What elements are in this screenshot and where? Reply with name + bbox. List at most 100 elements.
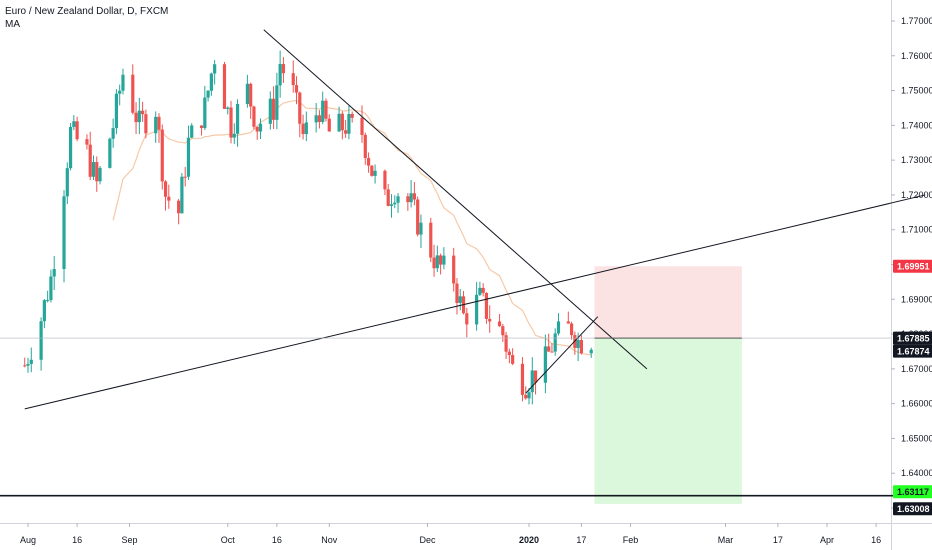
x-tick-label: 16 <box>72 535 82 545</box>
candle-down <box>524 394 528 399</box>
price-badge-label: 1.63008 <box>897 504 930 514</box>
candle-up <box>111 128 115 139</box>
price-badges: 1.69951 1.67885 1.67874 1.63117 1.63008 <box>893 259 932 516</box>
candle-up <box>235 103 240 134</box>
candle-down <box>383 170 387 190</box>
candle-down <box>301 123 305 135</box>
candle-down <box>363 134 367 159</box>
candle-down <box>317 115 322 122</box>
candle-up <box>275 85 279 120</box>
candle-up <box>475 294 479 325</box>
candle-up <box>389 204 394 206</box>
candle-down <box>412 193 417 200</box>
candle-down <box>157 116 161 130</box>
candle-down <box>455 283 459 303</box>
price-badge-price <box>893 502 932 516</box>
candle-down <box>95 162 99 182</box>
candle-up <box>396 196 400 203</box>
candle-up <box>576 340 580 348</box>
candle-up <box>206 90 210 98</box>
candle-up <box>49 276 53 301</box>
candle-down <box>406 196 410 203</box>
candle-up <box>180 176 184 214</box>
candle-up <box>203 97 207 129</box>
y-tick-label: 1.71000 <box>901 225 932 235</box>
candle-up <box>137 110 141 123</box>
price-badge-price <box>893 344 932 358</box>
x-tick-label: 17 <box>576 535 586 545</box>
candle-down <box>281 64 286 74</box>
candle-down <box>294 85 299 93</box>
candle-down <box>566 321 570 324</box>
price-badge-price <box>893 331 932 345</box>
price-badge-stop <box>893 259 932 273</box>
candle-down <box>504 335 508 352</box>
candle-up <box>543 346 547 383</box>
position-zones <box>594 266 742 504</box>
y-tick-label: 1.77000 <box>901 16 932 26</box>
candle-up <box>62 196 66 270</box>
candle-down <box>249 83 253 107</box>
trendlines[interactable] <box>24 29 926 410</box>
candle-down <box>416 199 420 235</box>
trendline[interactable] <box>263 29 648 370</box>
candle-down <box>465 313 469 325</box>
candle-down <box>199 125 204 129</box>
candle-down <box>177 200 181 214</box>
y-tick-label: 1.72000 <box>901 190 932 200</box>
candle-down <box>569 323 574 336</box>
candle-up <box>154 116 158 134</box>
chart-legend: Euro / New Zealand Dollar, D, FXCM MA <box>5 5 168 31</box>
candle-up <box>553 333 557 352</box>
candle-up <box>114 93 119 129</box>
candle-up <box>530 370 534 393</box>
time-axis[interactable]: Aug 16 Sep Oct 16 Nov Dec 2020 17 Feb Mar 17 Apr 16 <box>20 523 881 545</box>
y-tick-label: 1.73000 <box>901 155 932 165</box>
y-tick-label: 1.66000 <box>901 399 932 409</box>
price-badge-label: 1.69951 <box>897 262 930 272</box>
candle-down <box>163 181 168 197</box>
candle-down <box>222 64 227 109</box>
x-tick-label: 16 <box>272 535 282 545</box>
trendline[interactable] <box>24 194 926 410</box>
candle-up <box>108 138 112 168</box>
x-tick-label: Dec <box>419 535 436 545</box>
candle-down <box>23 365 27 367</box>
y-tick-label: 1.67000 <box>901 364 932 374</box>
horizontal-levels[interactable] <box>0 337 932 497</box>
candle-down <box>579 340 584 354</box>
candle-up <box>39 321 43 360</box>
candle-up <box>42 300 46 322</box>
candle-down <box>511 355 515 364</box>
y-tick-label: 1.69000 <box>901 294 932 304</box>
candle-down <box>327 118 331 132</box>
candle-down <box>533 370 538 383</box>
candle-down <box>252 106 256 127</box>
x-tick-label: Apr <box>820 535 834 545</box>
x-tick-label: 2020 <box>519 535 539 545</box>
candle-down <box>324 100 328 119</box>
candle-up <box>209 73 213 91</box>
candle-down <box>432 257 436 269</box>
candle-down <box>183 176 187 178</box>
candle-up <box>226 107 230 109</box>
candle-up <box>435 255 439 269</box>
symbol-title[interactable]: Euro / New Zealand Dollar, D, FXCM <box>5 6 169 17</box>
candle-up <box>304 122 308 135</box>
x-tick-label: Oct <box>221 535 236 545</box>
candle-up <box>321 100 325 122</box>
x-tick-label: Aug <box>20 535 36 545</box>
candle-up <box>26 364 30 366</box>
trendline[interactable] <box>525 316 599 394</box>
plot-background <box>0 0 891 523</box>
candle-up <box>419 222 423 235</box>
candle-up <box>232 133 236 138</box>
candle-up <box>118 90 122 94</box>
candle-down <box>291 73 295 86</box>
candle-down <box>370 165 374 176</box>
indicator-label[interactable]: MA <box>5 19 20 30</box>
candle-up <box>68 126 73 169</box>
candle-up <box>347 113 351 134</box>
candle-down <box>160 129 164 182</box>
